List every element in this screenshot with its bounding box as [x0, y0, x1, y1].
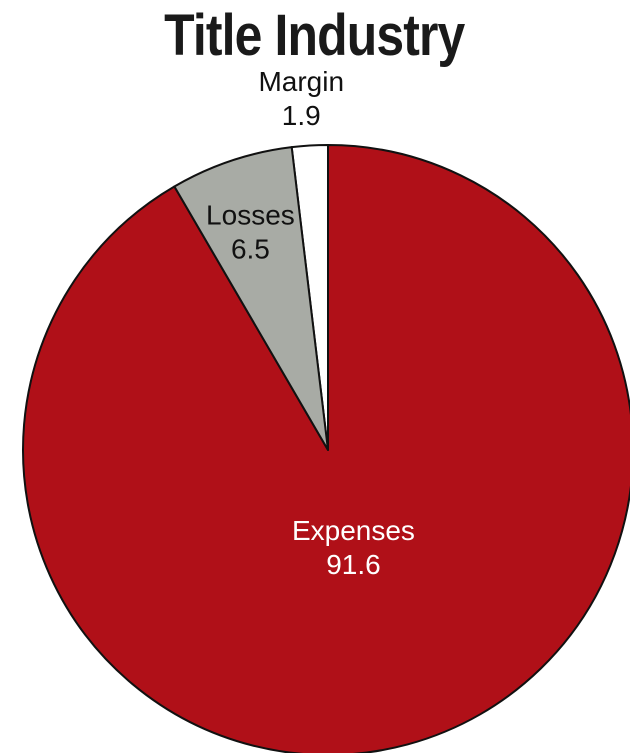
slice-label-margin: Margin — [258, 66, 344, 97]
slice-value-margin: 1.9 — [282, 100, 321, 131]
chart-title: Title Industry — [164, 3, 465, 68]
slice-value-expenses: 91.6 — [326, 549, 381, 580]
slice-label-expenses: Expenses — [292, 515, 415, 546]
slice-label-losses: Losses — [206, 200, 295, 231]
slice-value-losses: 6.5 — [231, 234, 270, 265]
pie-slices — [22, 144, 630, 753]
pie-slice-losses — [173, 146, 329, 451]
